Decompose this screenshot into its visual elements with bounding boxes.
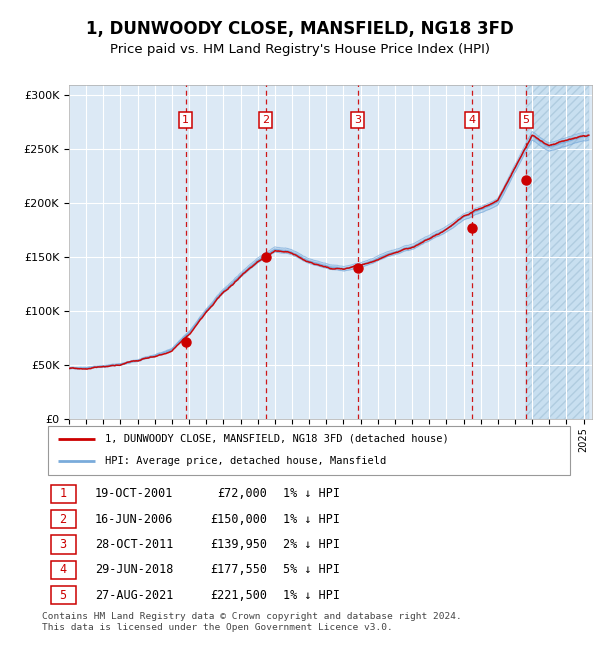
Text: 2: 2	[262, 114, 269, 125]
Text: 3: 3	[354, 114, 361, 125]
FancyBboxPatch shape	[50, 586, 76, 604]
Text: £221,500: £221,500	[210, 589, 267, 602]
Text: 16-JUN-2006: 16-JUN-2006	[95, 512, 173, 525]
Text: 5: 5	[59, 589, 67, 602]
Text: 5: 5	[523, 114, 530, 125]
Text: 2% ↓ HPI: 2% ↓ HPI	[283, 538, 340, 551]
Text: HPI: Average price, detached house, Mansfield: HPI: Average price, detached house, Mans…	[106, 456, 386, 466]
Text: 1, DUNWOODY CLOSE, MANSFIELD, NG18 3FD: 1, DUNWOODY CLOSE, MANSFIELD, NG18 3FD	[86, 20, 514, 38]
Text: Contains HM Land Registry data © Crown copyright and database right 2024.
This d: Contains HM Land Registry data © Crown c…	[42, 612, 462, 632]
Text: 1: 1	[59, 488, 67, 500]
Text: £139,950: £139,950	[210, 538, 267, 551]
Text: Price paid vs. HM Land Registry's House Price Index (HPI): Price paid vs. HM Land Registry's House …	[110, 43, 490, 56]
Text: 4: 4	[469, 114, 476, 125]
Text: 1% ↓ HPI: 1% ↓ HPI	[283, 589, 340, 602]
FancyBboxPatch shape	[50, 510, 76, 528]
Text: 1% ↓ HPI: 1% ↓ HPI	[283, 512, 340, 525]
Text: 4: 4	[59, 563, 67, 577]
FancyBboxPatch shape	[48, 426, 570, 474]
Text: 1: 1	[182, 114, 189, 125]
Text: 1% ↓ HPI: 1% ↓ HPI	[283, 488, 340, 500]
Text: £177,550: £177,550	[210, 563, 267, 577]
Text: 27-AUG-2021: 27-AUG-2021	[95, 589, 173, 602]
FancyBboxPatch shape	[50, 484, 76, 503]
Text: £72,000: £72,000	[217, 488, 267, 500]
Text: £150,000: £150,000	[210, 512, 267, 525]
Text: 28-OCT-2011: 28-OCT-2011	[95, 538, 173, 551]
Text: 5% ↓ HPI: 5% ↓ HPI	[283, 563, 340, 577]
Text: 2: 2	[59, 512, 67, 525]
Text: 29-JUN-2018: 29-JUN-2018	[95, 563, 173, 577]
Text: 3: 3	[59, 538, 67, 551]
Text: 19-OCT-2001: 19-OCT-2001	[95, 488, 173, 500]
Text: 1, DUNWOODY CLOSE, MANSFIELD, NG18 3FD (detached house): 1, DUNWOODY CLOSE, MANSFIELD, NG18 3FD (…	[106, 434, 449, 444]
FancyBboxPatch shape	[50, 535, 76, 554]
FancyBboxPatch shape	[50, 560, 76, 579]
